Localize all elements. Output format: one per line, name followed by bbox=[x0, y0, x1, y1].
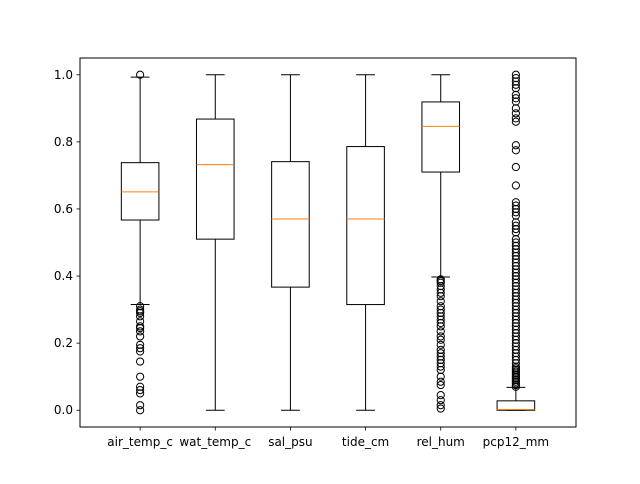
outlier-point bbox=[511, 141, 520, 150]
outlier-point bbox=[436, 335, 445, 344]
outlier-point bbox=[511, 224, 520, 234]
y-tick-label: 0.0 bbox=[54, 403, 73, 417]
box-wat_temp_c bbox=[195, 74, 235, 411]
plot-frame bbox=[79, 57, 577, 428]
outlier-point bbox=[136, 344, 145, 353]
outlier-point bbox=[436, 288, 445, 297]
x-tick-label: tide_cm bbox=[342, 435, 389, 449]
outlier-point bbox=[436, 377, 445, 386]
x-tick-label: rel_hum bbox=[417, 435, 465, 449]
outlier-point bbox=[511, 382, 520, 391]
outlier-point bbox=[436, 380, 445, 390]
outlier-point bbox=[511, 208, 520, 217]
y-tick-label: 0.6 bbox=[54, 202, 73, 216]
outlier-point bbox=[511, 117, 520, 126]
outlier-point bbox=[136, 372, 145, 381]
iqr-box bbox=[421, 101, 461, 173]
outlier-point bbox=[511, 162, 520, 172]
y-tick-label: 1.0 bbox=[54, 68, 73, 82]
outlier-point bbox=[136, 401, 145, 410]
outlier-point bbox=[136, 308, 145, 318]
outlier-point bbox=[136, 332, 145, 341]
outlier-point bbox=[136, 327, 145, 336]
outlier-point bbox=[511, 109, 520, 118]
outlier-point bbox=[136, 312, 145, 321]
outlier-point bbox=[511, 181, 520, 190]
outlier-point bbox=[436, 327, 445, 336]
x-tick-label: air_temp_c bbox=[107, 435, 173, 449]
outlier-point bbox=[511, 114, 520, 123]
box-air_temp_c bbox=[120, 70, 160, 415]
outlier-point bbox=[436, 318, 445, 328]
box-rel_hum bbox=[421, 74, 461, 413]
outlier-point bbox=[136, 389, 145, 398]
box-tide_cm bbox=[346, 74, 385, 411]
outlier-point bbox=[436, 401, 445, 410]
outlier-point bbox=[511, 104, 520, 113]
iqr-box bbox=[195, 118, 235, 240]
iqr-box bbox=[271, 161, 310, 288]
outlier-point bbox=[436, 372, 445, 381]
outlier-point bbox=[511, 94, 520, 103]
outlier-point bbox=[436, 297, 445, 306]
outlier-point bbox=[136, 347, 145, 356]
outlier-point bbox=[436, 332, 445, 341]
outlier-point bbox=[436, 292, 445, 301]
x-tick-label: pcp12_mm bbox=[483, 435, 549, 449]
x-tick-label: wat_temp_c bbox=[179, 435, 251, 449]
outlier-point bbox=[436, 362, 445, 371]
y-axis: 0.0 0.2 0.4 0.6 0.8 1.0 bbox=[54, 68, 80, 417]
outlier-point bbox=[511, 146, 520, 155]
iqr-box bbox=[496, 400, 536, 411]
iqr-box bbox=[346, 146, 385, 306]
outlier-point bbox=[136, 386, 145, 395]
plot-area bbox=[80, 58, 576, 427]
outlier-point bbox=[436, 340, 445, 349]
outlier-point bbox=[136, 323, 145, 333]
y-tick-label: 0.2 bbox=[54, 336, 73, 350]
box-pcp12_mm bbox=[496, 70, 536, 411]
outlier-point bbox=[136, 406, 145, 415]
outlier-point bbox=[436, 404, 445, 413]
y-tick-label: 0.8 bbox=[54, 135, 73, 149]
outlier-point bbox=[436, 322, 445, 331]
x-axis: air_temp_c wat_temp_c sal_psu tide_cm rel_hu… bbox=[107, 427, 549, 449]
x-tick-label: sal_psu bbox=[268, 435, 312, 449]
outlier-point bbox=[436, 391, 445, 400]
box-sal_psu bbox=[271, 74, 310, 411]
y-tick-label: 0.4 bbox=[54, 269, 73, 283]
outlier-point bbox=[511, 80, 520, 89]
iqr-box bbox=[120, 162, 160, 221]
box-group bbox=[120, 70, 536, 415]
outlier-point bbox=[136, 357, 145, 366]
outlier-point bbox=[136, 70, 145, 79]
outlier-point bbox=[436, 396, 445, 405]
